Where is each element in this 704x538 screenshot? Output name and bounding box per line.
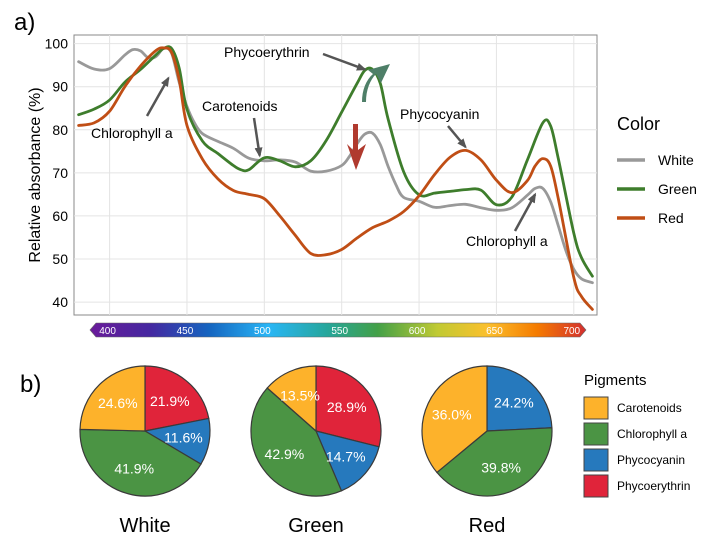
legend-label: Green [658, 181, 697, 197]
y-axis-ticks: 40 50 60 70 80 90 100 [45, 36, 69, 310]
pie-red: 24.2% 39.8% 36.0% Red [421, 365, 553, 537]
pie-value-label: 42.9% [265, 446, 305, 462]
panel-a-label: a) [14, 9, 35, 36]
annotation-arrow [513, 192, 537, 232]
annotation-arrow [447, 125, 467, 149]
pie-title: White [119, 515, 170, 537]
y-tick-label: 40 [52, 294, 68, 310]
annotation-label: Carotenoids [202, 98, 278, 114]
series-lines [77, 45, 594, 311]
absorbance-line-chart: 40 50 60 70 80 90 100 Phycoerythrin Carotenoids… [27, 34, 598, 316]
pigments-legend: Pigments Carotenoids Chlorophyll a Phycocy… [583, 372, 690, 498]
pie-value-label: 21.9% [150, 393, 190, 409]
pie-value-label: 14.7% [326, 448, 366, 464]
series-line-green [77, 45, 594, 278]
pie-title: Red [469, 515, 506, 537]
annotation-label: Phycocyanin [400, 106, 479, 122]
pie-value-label: 11.6% [164, 430, 203, 446]
annotation-arrow [145, 76, 170, 117]
pie-value-label: 36.0% [432, 406, 472, 422]
spectrum-tick-label: 450 [177, 326, 194, 337]
pie-value-label: 13.5% [280, 388, 320, 404]
legend-label: Red [658, 210, 684, 226]
y-axis-label: Relative absorbance (%) [27, 87, 44, 262]
wavelength-spectrum-bar: 400 450 500 550 600 650 700 [89, 322, 587, 338]
pie-value-label: 24.6% [98, 395, 138, 411]
pie-value-label: 39.8% [481, 459, 521, 475]
y-tick-label: 100 [45, 36, 69, 52]
pigment-swatch [583, 396, 609, 420]
y-tick-label: 60 [52, 208, 68, 224]
pigment-label: Phycocyanin [617, 453, 685, 467]
pie-slice-chlorophyll-a [79, 428, 202, 497]
spectrum-tick-label: 400 [99, 326, 116, 337]
line-legend: Color White Green Red [617, 114, 697, 226]
spectrum-tick-label: 550 [331, 326, 348, 337]
pie-slice-chlorophyll-a [250, 387, 343, 497]
y-tick-label: 70 [52, 165, 68, 181]
series-line-red [77, 46, 594, 311]
pie-white: 21.9% 11.6% 41.9% 24.6% White [79, 365, 211, 537]
pie-value-label: 24.2% [494, 395, 534, 411]
pigment-swatch [583, 474, 609, 498]
pigment-label: Phycoerythrin [617, 479, 690, 493]
legend-label: White [658, 152, 694, 168]
annotation-label: Chlorophyll a [91, 125, 173, 141]
pie-slice-carotenoids [79, 365, 146, 432]
decrease-arrow-icon [347, 124, 366, 170]
pie-slice-phycoerythrin [315, 365, 382, 448]
legend-title: Color [617, 114, 660, 134]
y-tick-label: 80 [52, 122, 68, 138]
panel-b-label: b) [20, 371, 41, 398]
pie-green: 28.9% 14.7% 42.9% 13.5% Green [250, 365, 382, 537]
pie-slice-carotenoids [421, 365, 488, 474]
pie-value-label: 41.9% [114, 461, 154, 477]
y-tick-label: 90 [52, 79, 68, 95]
pie-slice-phycocyanin [486, 365, 553, 432]
annotations: Phycoerythrin Carotenoids Chlorophyll a Phy… [91, 44, 548, 249]
annotation-arrow [322, 52, 367, 71]
pie-slice-carotenoids [266, 365, 317, 433]
annotation-label: Phycoerythrin [224, 44, 310, 60]
pie-title: Green [288, 515, 344, 537]
pigment-swatch [583, 422, 609, 446]
spectrum-tick-label: 500 [254, 326, 271, 337]
pie-slice-phycoerythrin [144, 365, 210, 432]
spectrum-tick-label: 600 [409, 326, 426, 337]
spectrum-tick-label: 650 [486, 326, 503, 337]
y-tick-label: 50 [52, 251, 68, 267]
pie-slice-phycocyanin [314, 430, 380, 492]
increase-arrow-icon [362, 64, 390, 102]
pigment-swatch [583, 448, 609, 472]
plot-area [73, 34, 598, 316]
pie-slice-chlorophyll-a [436, 427, 553, 497]
pigment-label: Chlorophyll a [617, 427, 687, 441]
annotation-arrow [252, 117, 263, 158]
spectrum-tick-label: 700 [563, 326, 580, 337]
annotation-label: Chlorophyll a [466, 233, 548, 249]
pigment-pies: 21.9% 11.6% 41.9% 24.6% White 28.9% 14.7% 42.9%… [79, 365, 553, 537]
pie-value-label: 28.9% [327, 399, 367, 415]
pigment-label: Carotenoids [617, 401, 682, 415]
spectrum-gradient [89, 322, 587, 338]
pie-legend-title: Pigments [584, 372, 647, 389]
